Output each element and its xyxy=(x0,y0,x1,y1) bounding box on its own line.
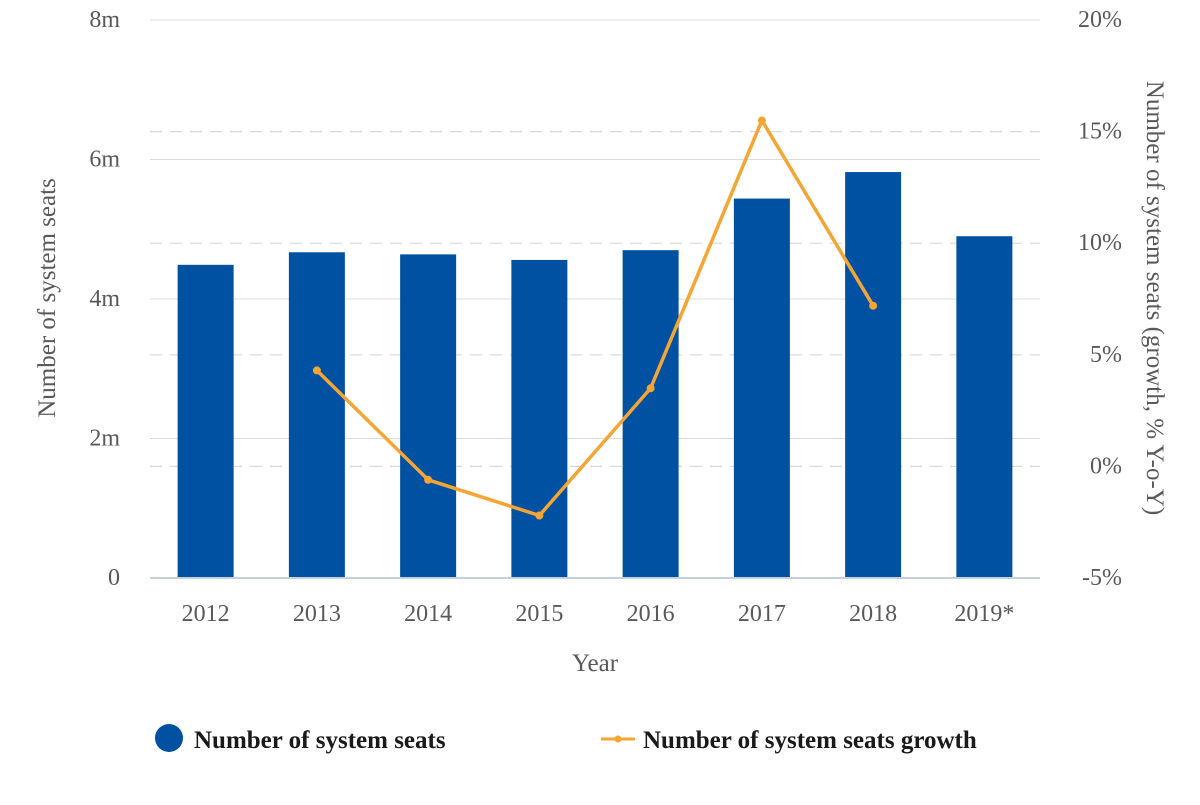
y-tick-label: 0 xyxy=(108,565,120,591)
x-tick-label: 2016 xyxy=(627,601,675,627)
legend-item-bars: Number of system seats xyxy=(155,724,446,754)
x-tick-label: 2014 xyxy=(404,601,452,627)
legend: Number of system seats Number of system … xyxy=(155,724,977,754)
growth-point xyxy=(757,116,766,125)
x-tick-label: 2013 xyxy=(293,601,341,627)
x-tick-label: 2015 xyxy=(515,601,563,627)
legend-bar-swatch xyxy=(155,724,183,752)
line-series xyxy=(312,116,878,520)
y2-tick-label: 20% xyxy=(1078,7,1122,33)
legend-label-line: Number of system seats growth xyxy=(643,727,977,754)
y-tick-label: 8m xyxy=(89,7,120,33)
gridlines xyxy=(150,19,1040,467)
y-tick-label: 6m xyxy=(89,147,120,173)
legend-label-bars: Number of system seats xyxy=(194,727,446,754)
legend-line-marker xyxy=(614,735,622,743)
y2-tick-label: 5% xyxy=(1090,342,1122,368)
y-axis-title: Number of system seats xyxy=(34,178,61,418)
legend-item-line: Number of system seats growth xyxy=(601,727,977,754)
bar xyxy=(177,264,234,578)
bar xyxy=(622,250,679,579)
growth-point xyxy=(424,475,433,484)
growth-line xyxy=(315,118,875,518)
bar xyxy=(400,254,457,579)
bar xyxy=(956,236,1013,578)
bar xyxy=(733,198,790,578)
growth-point xyxy=(535,511,544,520)
y2-tick-label: -5% xyxy=(1082,565,1122,591)
y2-tick-label: 15% xyxy=(1078,119,1122,145)
y2-axis-title: Number of system seats (growth, % Y-o-Y) xyxy=(1141,81,1168,515)
y2-tick-label: 10% xyxy=(1078,230,1122,256)
x-axis-title: Year xyxy=(572,650,619,677)
y2-tick-label: 0% xyxy=(1090,453,1122,479)
x-tick-label: 2019* xyxy=(954,601,1014,627)
bar xyxy=(288,252,345,578)
growth-point xyxy=(312,366,321,375)
growth-point xyxy=(869,301,878,310)
growth-point xyxy=(646,384,655,393)
bar-series xyxy=(177,172,1013,579)
x-tick-label: 2017 xyxy=(738,601,786,627)
bar xyxy=(511,259,568,578)
y-tick-label: 2m xyxy=(89,426,120,452)
x-tick-label: 2012 xyxy=(182,601,230,627)
y-tick-label: 4m xyxy=(89,286,120,312)
x-tick-label: 2018 xyxy=(849,601,897,627)
axes: 0 2m 4m 6m 8m -5% 0% 5% 10% 15% 20% 2012 2013 2014 201… xyxy=(89,7,1122,627)
bar xyxy=(845,172,902,578)
